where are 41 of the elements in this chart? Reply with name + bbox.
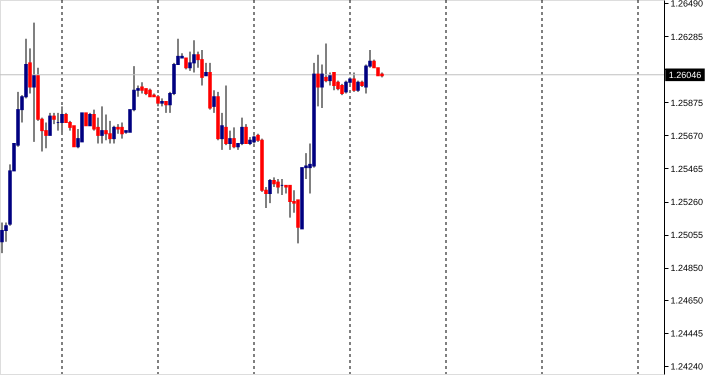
candlestick bbox=[240, 117, 244, 146]
candlestick bbox=[72, 125, 76, 148]
candlestick bbox=[268, 178, 272, 204]
ref-line-label: 1.26046 bbox=[668, 70, 702, 80]
y-tick-label: 1.25260 bbox=[670, 197, 704, 208]
candlestick bbox=[112, 125, 116, 144]
candlestick bbox=[100, 106, 104, 144]
candlestick bbox=[212, 90, 216, 114]
y-tick-label: 1.24445 bbox=[670, 328, 704, 338]
candlestick bbox=[32, 22, 36, 142]
y-tick-label: 1.25055 bbox=[670, 230, 704, 240]
y-tick-label: 1.26490 bbox=[670, 0, 704, 9]
candlestick bbox=[200, 49, 204, 86]
candlestick bbox=[340, 83, 344, 96]
candlestick bbox=[164, 101, 168, 114]
candlestick bbox=[228, 130, 232, 150]
candlestick bbox=[356, 80, 360, 92]
candlestick bbox=[116, 124, 120, 134]
candlestick bbox=[232, 126, 236, 149]
y-tick-label: 1.25465 bbox=[670, 164, 704, 174]
candlestick bbox=[276, 178, 280, 194]
candlestick bbox=[332, 72, 336, 91]
candlestick bbox=[0, 222, 4, 254]
y-tick-label: 1.24650 bbox=[670, 295, 704, 306]
candlestick bbox=[84, 112, 88, 126]
candlestick bbox=[140, 82, 144, 94]
candlestick bbox=[224, 84, 228, 146]
candlestick bbox=[244, 124, 248, 144]
y-tick-label: 1.24850 bbox=[670, 263, 704, 274]
candlestick bbox=[192, 40, 196, 74]
candlestick bbox=[324, 43, 328, 83]
y-tick-label: 1.24240 bbox=[670, 361, 704, 372]
y-tick-label: 1.25875 bbox=[670, 98, 704, 108]
y-tick-label: 1.26285 bbox=[670, 32, 704, 42]
candlestick bbox=[316, 54, 320, 107]
candlestick bbox=[88, 112, 92, 126]
y-tick-label: 1.25670 bbox=[670, 130, 704, 141]
candlestick bbox=[288, 184, 292, 218]
candlestick bbox=[204, 62, 208, 76]
candlestick bbox=[120, 122, 124, 140]
candlestick bbox=[104, 114, 108, 141]
